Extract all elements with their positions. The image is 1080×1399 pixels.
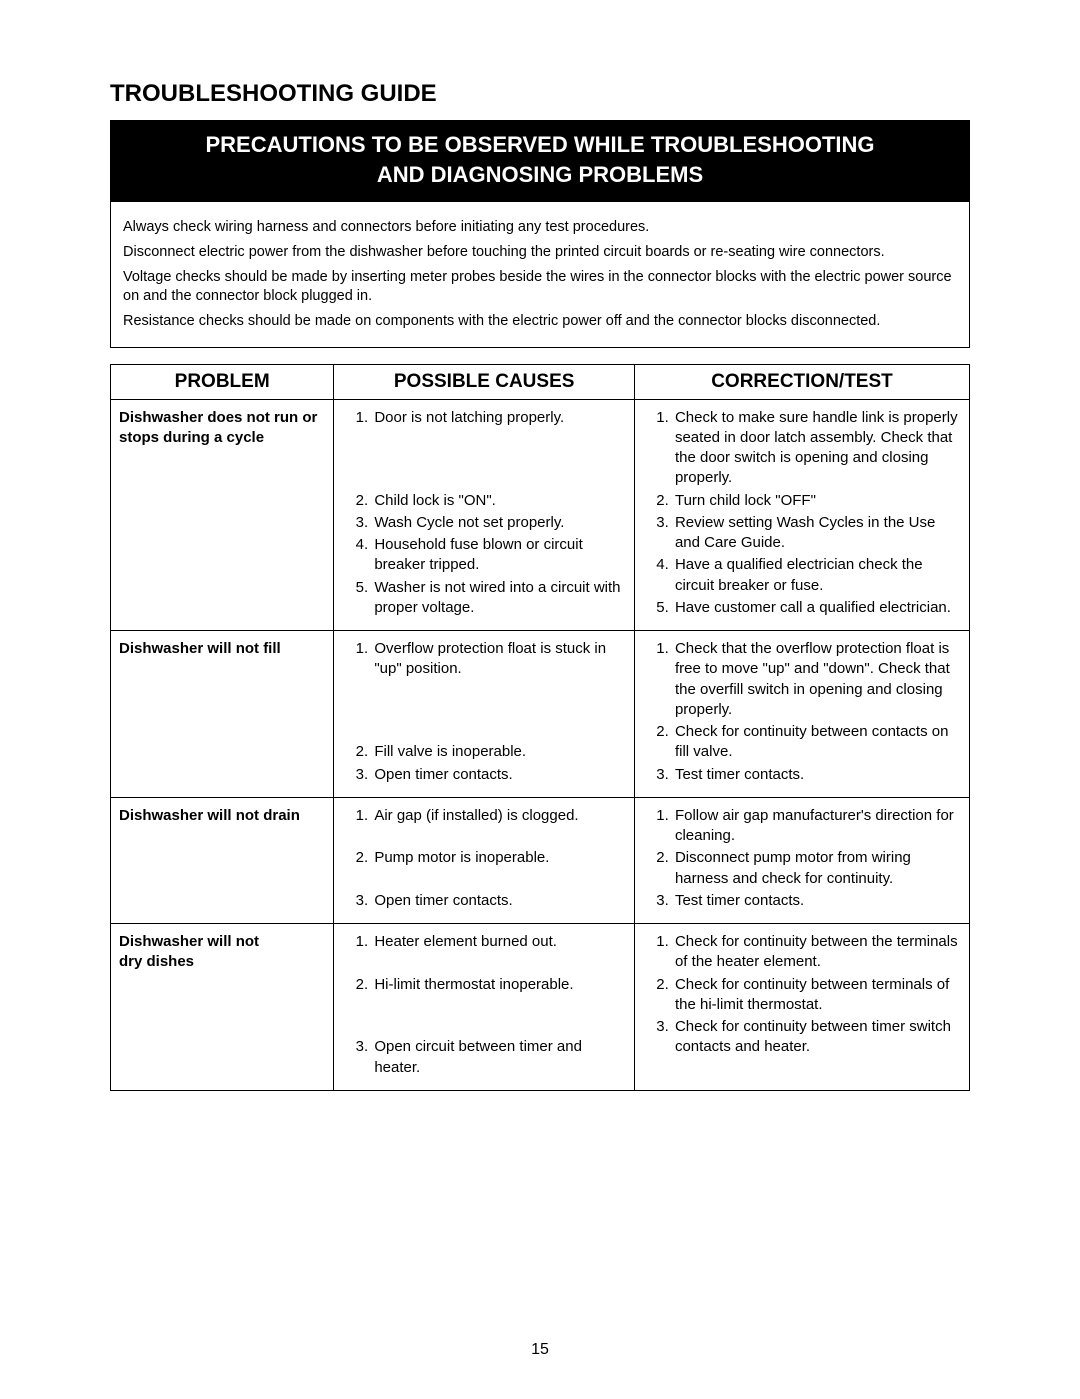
list-item: Open circuit between timer and heater. bbox=[372, 1037, 626, 1078]
banner-line-1: PRECAUTIONS TO BE OBSERVED WHILE TROUBLE… bbox=[205, 132, 874, 157]
list-item: Hi-limit thermostat inoperable. bbox=[372, 975, 626, 1036]
list-item: Test timer contacts. bbox=[673, 765, 961, 785]
cause-text: Pump motor is inoperable. bbox=[374, 849, 549, 866]
cause-text: Overflow protection float is stuck in "u… bbox=[374, 640, 606, 677]
correction-cell: Check to make sure handle link is proper… bbox=[634, 399, 969, 631]
table-row: Dishwasher will not drain Air gap (if in… bbox=[111, 797, 970, 923]
list-item: Household fuse blown or circuit breaker … bbox=[372, 535, 626, 576]
cause-text: Heater element burned out. bbox=[374, 933, 557, 950]
precautions-banner: PRECAUTIONS TO BE OBSERVED WHILE TROUBLE… bbox=[110, 120, 970, 201]
list-item: Air gap (if installed) is clogged. bbox=[372, 806, 626, 847]
precaution-text: Resistance checks should be made on comp… bbox=[123, 312, 957, 331]
cause-text: Hi-limit thermostat inoperable. bbox=[374, 976, 573, 993]
list-item: Open timer contacts. bbox=[372, 765, 626, 785]
correction-cell: Check for continuity between the termina… bbox=[634, 924, 969, 1091]
problem-cell: Dishwasher will not fill bbox=[111, 631, 334, 798]
list-item: Open timer contacts. bbox=[372, 891, 626, 911]
list-item: Follow air gap manufacturer's direction … bbox=[673, 806, 961, 847]
problem-label: Dishwasher will not fill bbox=[119, 640, 281, 657]
precautions-box: Always check wiring harness and connecto… bbox=[110, 201, 970, 347]
list-item: Heater element burned out. bbox=[372, 932, 626, 973]
problem-cell: Dishwasher will not dry dishes bbox=[111, 924, 334, 1091]
troubleshooting-table: PROBLEM POSSIBLE CAUSES CORRECTION/TEST … bbox=[110, 364, 970, 1091]
list-item: Wash Cycle not set properly. bbox=[372, 513, 626, 533]
list-item: Review setting Wash Cycles in the Use an… bbox=[673, 513, 961, 554]
causes-cell: Heater element burned out. Hi-limit ther… bbox=[334, 924, 635, 1091]
list-item: Door is not latching properly. bbox=[372, 408, 626, 489]
precaution-text: Disconnect electric power from the dishw… bbox=[123, 243, 957, 262]
list-item: Overflow protection float is stuck in "u… bbox=[372, 639, 626, 740]
table-header-row: PROBLEM POSSIBLE CAUSES CORRECTION/TEST bbox=[111, 364, 970, 399]
cause-text: Door is not latching properly. bbox=[374, 409, 564, 426]
list-item: Turn child lock "OFF" bbox=[673, 491, 961, 511]
table-row: Dishwasher will not dry dishes Heater el… bbox=[111, 924, 970, 1091]
problem-label: Dishwasher will not drain bbox=[119, 807, 300, 824]
header-correction: CORRECTION/TEST bbox=[634, 364, 969, 399]
precaution-text: Voltage checks should be made by inserti… bbox=[123, 268, 957, 306]
header-causes: POSSIBLE CAUSES bbox=[334, 364, 635, 399]
list-item: Check to make sure handle link is proper… bbox=[673, 408, 961, 489]
list-item: Child lock is "ON". bbox=[372, 491, 626, 511]
header-problem: PROBLEM bbox=[111, 364, 334, 399]
banner-line-2: AND DIAGNOSING PROBLEMS bbox=[377, 162, 703, 187]
list-item: Have a qualified electrician check the c… bbox=[673, 555, 961, 596]
causes-cell: Air gap (if installed) is clogged. Pump … bbox=[334, 797, 635, 923]
problem-label: Dishwasher will not dry dishes bbox=[119, 933, 259, 970]
causes-cell: Overflow protection float is stuck in "u… bbox=[334, 631, 635, 798]
page-number: 15 bbox=[110, 1341, 970, 1359]
table-row: Dishwasher will not fill Overflow protec… bbox=[111, 631, 970, 798]
cause-text: Air gap (if installed) is clogged. bbox=[374, 807, 578, 824]
page-title: TROUBLESHOOTING GUIDE bbox=[110, 80, 970, 108]
list-item: Check that the overflow protection float… bbox=[673, 639, 961, 720]
problem-cell: Dishwasher does not run or stops during … bbox=[111, 399, 334, 631]
list-item: Have customer call a qualified electrici… bbox=[673, 598, 961, 618]
list-item: Check for continuity between contacts on… bbox=[673, 722, 961, 763]
correction-cell: Follow air gap manufacturer's direction … bbox=[634, 797, 969, 923]
list-item: Pump motor is inoperable. bbox=[372, 848, 626, 889]
table-row: Dishwasher does not run or stops during … bbox=[111, 399, 970, 631]
causes-cell: Door is not latching properly. Child loc… bbox=[334, 399, 635, 631]
problem-label: Dishwasher does not run or stops during … bbox=[119, 409, 317, 446]
precaution-text: Always check wiring harness and connecto… bbox=[123, 218, 957, 237]
page: TROUBLESHOOTING GUIDE PRECAUTIONS TO BE … bbox=[0, 0, 1080, 1399]
list-item: Disconnect pump motor from wiring harnes… bbox=[673, 848, 961, 889]
problem-cell: Dishwasher will not drain bbox=[111, 797, 334, 923]
list-item: Check for continuity between the termina… bbox=[673, 932, 961, 973]
list-item: Washer is not wired into a circuit with … bbox=[372, 578, 626, 619]
list-item: Test timer contacts. bbox=[673, 891, 961, 911]
list-item: Fill valve is inoperable. bbox=[372, 742, 626, 762]
list-item: Check for continuity between timer switc… bbox=[673, 1017, 961, 1058]
correction-cell: Check that the overflow protection float… bbox=[634, 631, 969, 798]
list-item: Check for continuity between terminals o… bbox=[673, 975, 961, 1016]
